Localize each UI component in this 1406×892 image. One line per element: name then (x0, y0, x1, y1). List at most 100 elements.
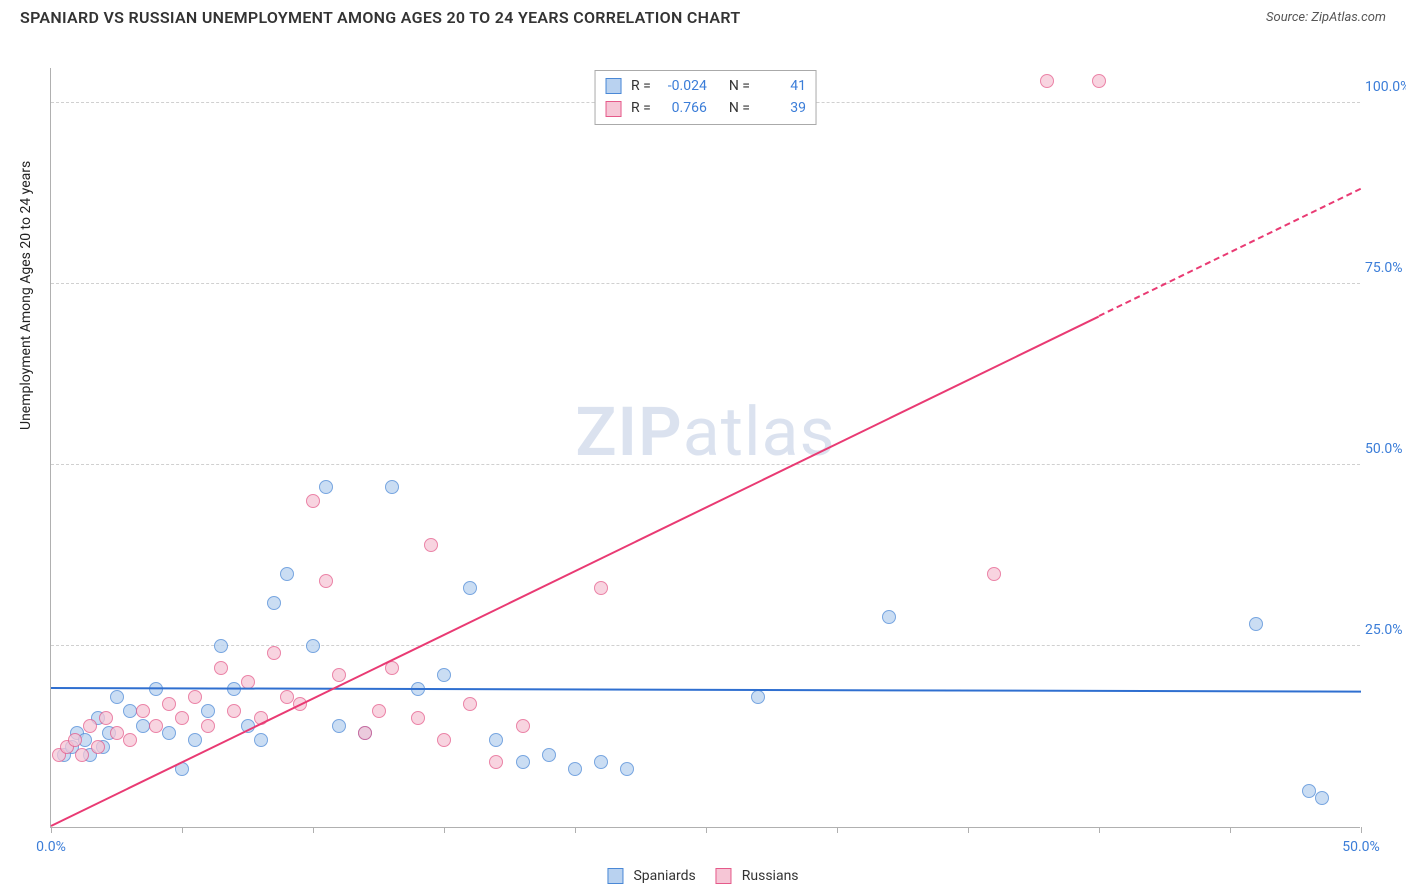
data-point (542, 748, 556, 762)
legend-row-spaniards: R = -0.024 N = 41 (605, 75, 806, 97)
legend-item-russians: Russians (716, 868, 799, 884)
data-point (1092, 74, 1106, 88)
data-point (463, 697, 477, 711)
data-point (227, 704, 241, 718)
data-point (568, 762, 582, 776)
data-point (201, 704, 215, 718)
x-tick (968, 827, 969, 833)
data-point (1302, 784, 1316, 798)
data-point (437, 668, 451, 682)
data-point (175, 711, 189, 725)
data-point (319, 480, 333, 494)
n-label: N = (729, 97, 750, 119)
gridline (51, 645, 1360, 646)
data-point (267, 646, 281, 660)
data-point (280, 690, 294, 704)
data-point (1315, 791, 1329, 805)
r-label: R = (631, 75, 651, 97)
x-tick (575, 827, 576, 833)
data-point (620, 762, 634, 776)
data-point (75, 748, 89, 762)
n-label: N = (729, 75, 750, 97)
y-tick-label: 100.0% (1365, 79, 1406, 95)
data-point (136, 704, 150, 718)
data-point (110, 690, 124, 704)
r-label: R = (631, 97, 651, 119)
data-point (1249, 617, 1263, 631)
data-point (123, 733, 137, 747)
x-tick (706, 827, 707, 833)
data-point (83, 719, 97, 733)
x-tick-label: 0.0% (36, 839, 66, 855)
trend-line (1099, 188, 1362, 317)
watermark: ZIPatlas (575, 392, 835, 472)
x-tick (1099, 827, 1100, 833)
data-point (214, 661, 228, 675)
data-point (162, 697, 176, 711)
data-point (385, 480, 399, 494)
data-point (306, 639, 320, 653)
data-point (372, 704, 386, 718)
data-point (594, 755, 608, 769)
source-attribution: Source: ZipAtlas.com (1266, 10, 1386, 25)
y-axis-title: Unemployment Among Ages 20 to 24 years (18, 161, 34, 430)
x-tick (182, 827, 183, 833)
data-point (188, 690, 202, 704)
x-tick (1230, 827, 1231, 833)
data-point (489, 733, 503, 747)
data-point (1040, 74, 1054, 88)
series-legend: Spaniards Russians (607, 868, 798, 884)
data-point (594, 581, 608, 595)
data-point (149, 719, 163, 733)
data-point (489, 755, 503, 769)
x-tick (837, 827, 838, 833)
data-point (267, 596, 281, 610)
data-point (136, 719, 150, 733)
data-point (424, 538, 438, 552)
data-point (882, 610, 896, 624)
data-point (751, 690, 765, 704)
data-point (332, 719, 346, 733)
data-point (358, 726, 372, 740)
data-point (99, 711, 113, 725)
y-tick-label: 25.0% (1365, 622, 1406, 638)
data-point (110, 726, 124, 740)
x-tick-label: 50.0% (1342, 839, 1380, 855)
data-point (332, 668, 346, 682)
data-point (319, 574, 333, 588)
correlation-legend: R = -0.024 N = 41 R = 0.766 N = 39 (594, 70, 817, 125)
data-point (149, 682, 163, 696)
data-point (91, 740, 105, 754)
data-point (306, 494, 320, 508)
legend-label-spaniards: Spaniards (633, 868, 695, 884)
n-value-spaniards: 41 (756, 75, 806, 97)
x-tick (313, 827, 314, 833)
chart-title: SPANIARD VS RUSSIAN UNEMPLOYMENT AMONG A… (20, 8, 741, 27)
r-value-spaniards: -0.024 (657, 75, 707, 97)
swatch-russians (605, 101, 621, 117)
y-tick-label: 50.0% (1365, 441, 1406, 457)
x-tick (51, 827, 52, 833)
legend-row-russians: R = 0.766 N = 39 (605, 97, 806, 119)
legend-item-spaniards: Spaniards (607, 868, 695, 884)
scatter-chart: ZIPatlas R = -0.024 N = 41 R = 0.766 N =… (50, 68, 1360, 828)
data-point (280, 567, 294, 581)
legend-label-russians: Russians (742, 868, 799, 884)
n-value-russians: 39 (756, 97, 806, 119)
data-point (411, 711, 425, 725)
data-point (463, 581, 477, 595)
data-point (437, 733, 451, 747)
data-point (188, 733, 202, 747)
data-point (201, 719, 215, 733)
trend-line (51, 687, 1361, 693)
swatch-russians (716, 868, 732, 884)
data-point (123, 704, 137, 718)
x-tick (1361, 827, 1362, 833)
data-point (516, 719, 530, 733)
gridline (51, 464, 1360, 465)
trend-line (51, 316, 1100, 827)
r-value-russians: 0.766 (657, 97, 707, 119)
data-point (516, 755, 530, 769)
x-tick (444, 827, 445, 833)
data-point (68, 733, 82, 747)
